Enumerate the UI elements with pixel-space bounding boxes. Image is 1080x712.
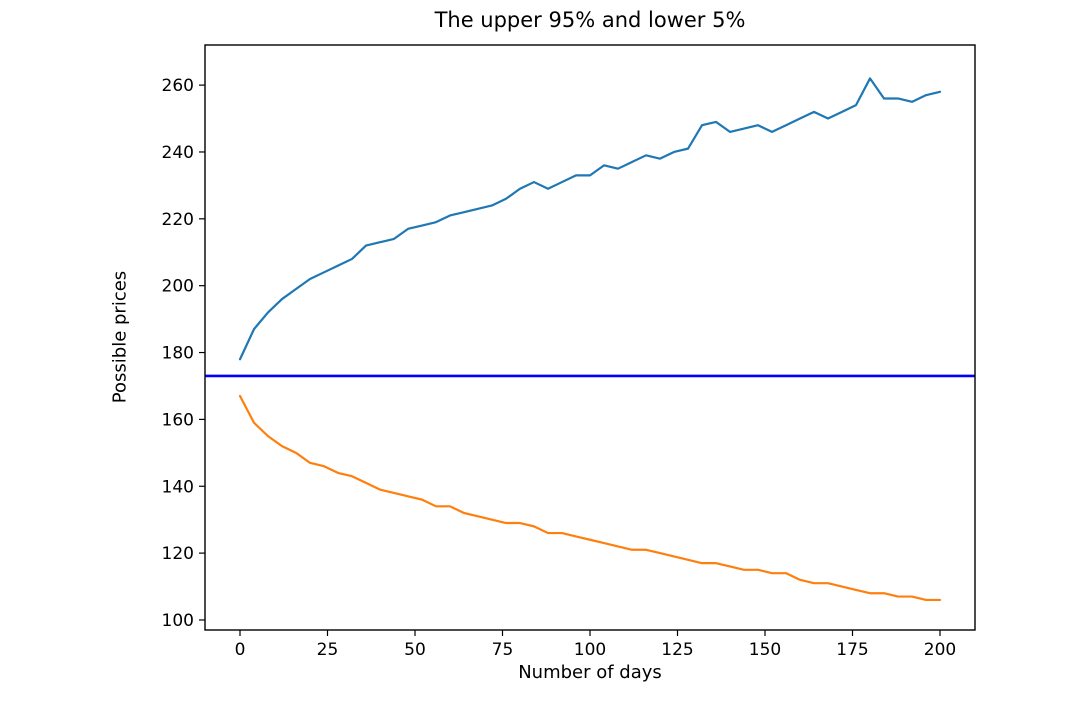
x-tick-label: 175: [836, 640, 868, 660]
y-tick-label: 180: [162, 344, 194, 364]
y-tick-label: 220: [162, 210, 194, 230]
x-tick-label: 200: [924, 640, 956, 660]
y-tick-label: 120: [162, 544, 194, 564]
y-tick-label: 260: [162, 76, 194, 96]
y-tick-label: 160: [162, 410, 194, 430]
plot-frame: [204, 44, 976, 631]
lower-5-line: [238, 394, 942, 602]
upper-95-line: [238, 77, 942, 361]
x-tick-label: 25: [317, 640, 339, 660]
y-tick-label: 200: [162, 277, 194, 297]
x-axis-label: Number of days: [518, 662, 662, 683]
y-axis-label: Possible prices: [109, 270, 131, 404]
x-tick-label: 100: [574, 640, 606, 660]
y-tick-label: 140: [162, 477, 194, 497]
x-tick-label: 50: [404, 640, 426, 660]
y-tick-label: 240: [162, 143, 194, 163]
chart-title: The upper 95% and lower 5%: [434, 8, 746, 32]
x-tick-label: 150: [749, 640, 781, 660]
x-tick-label: 0: [235, 640, 246, 660]
x-tick-label: 125: [661, 640, 693, 660]
y-tick-label: 100: [162, 611, 194, 631]
x-tick-label: 75: [492, 640, 514, 660]
